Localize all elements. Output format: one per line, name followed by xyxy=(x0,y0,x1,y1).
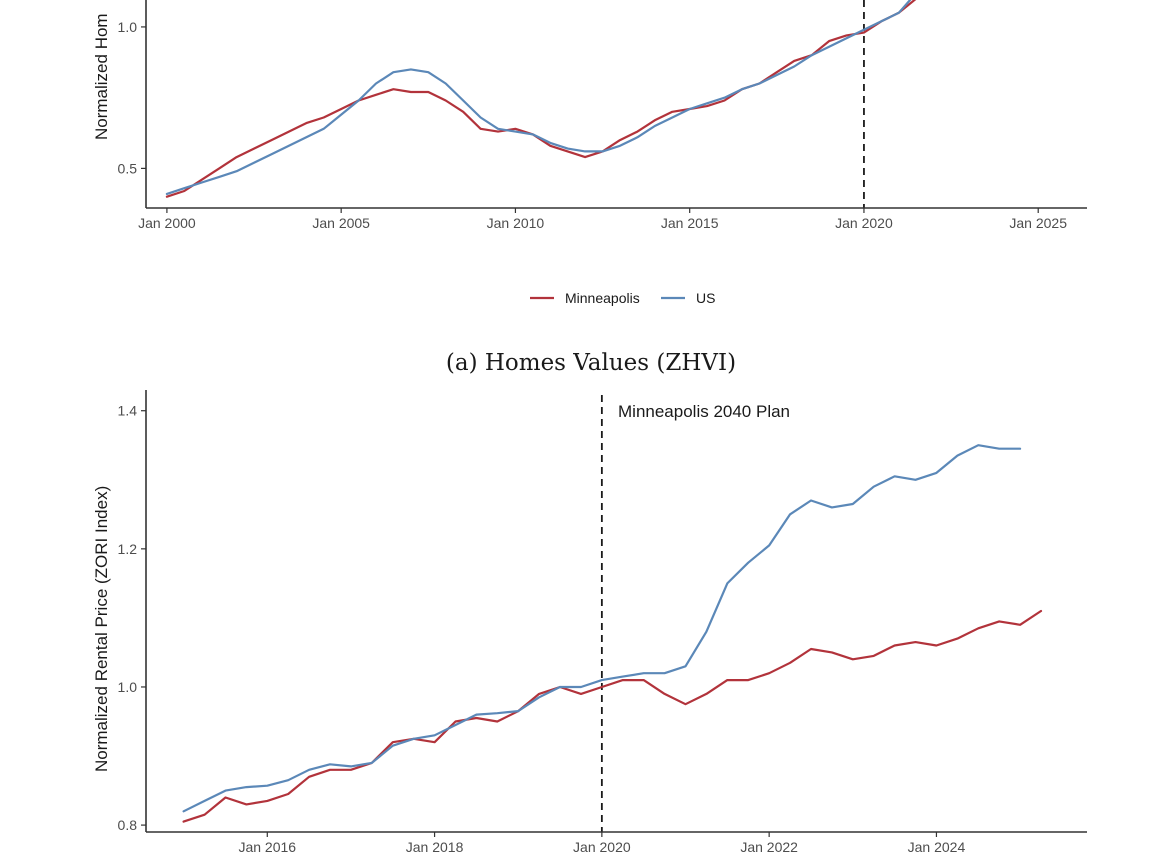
x-tick-label: Jan 2005 xyxy=(312,215,370,231)
x-tick-label: Jan 2025 xyxy=(1009,215,1067,231)
series-line-minneapolis xyxy=(165,0,917,198)
x-tick-label: Jan 2010 xyxy=(487,215,545,231)
chart-caption: (a) Homes Values (ZHVI) xyxy=(446,350,736,376)
plan-annotation: Minneapolis 2040 Plan xyxy=(618,402,790,421)
legend-label-minneapolis: Minneapolis xyxy=(565,290,640,306)
y-tick-label: 1.0 xyxy=(118,19,138,35)
x-tick-label: Jan 2024 xyxy=(908,839,966,853)
y-tick-label: 0.5 xyxy=(118,160,138,176)
x-tick-label: Jan 2022 xyxy=(740,839,798,853)
series-line-us xyxy=(182,444,1022,813)
x-tick-label: Jan 2000 xyxy=(138,215,196,231)
series-line-us xyxy=(165,0,912,195)
y-axis-label: Normalized Hom xyxy=(92,13,111,140)
y-tick-label: 1.2 xyxy=(118,541,138,557)
x-tick-label: Jan 2016 xyxy=(238,839,296,853)
legend: Minneapolis US xyxy=(530,290,715,306)
series-line-minneapolis xyxy=(182,609,1043,823)
rental-price-chart: Jan 2016 Jan 2018 Jan 2020 Jan 2022 Jan 2024… xyxy=(92,390,1087,853)
y-tick-label: 0.8 xyxy=(118,817,138,833)
x-tick-label: Jan 2020 xyxy=(573,839,631,853)
y-tick-label: 1.0 xyxy=(118,679,138,695)
home-values-chart: Jan 2000 Jan 2005 Jan 2010 Jan 2015 Jan 2020… xyxy=(92,0,1087,231)
x-tick-label: Jan 2018 xyxy=(406,839,464,853)
x-tick-label: Jan 2015 xyxy=(661,215,719,231)
x-tick-label: Jan 2020 xyxy=(835,215,893,231)
y-tick-label: 1.4 xyxy=(118,403,138,419)
legend-label-us: US xyxy=(696,290,715,306)
y-axis-label: Normalized Rental Price (ZORI Index) xyxy=(92,486,111,772)
